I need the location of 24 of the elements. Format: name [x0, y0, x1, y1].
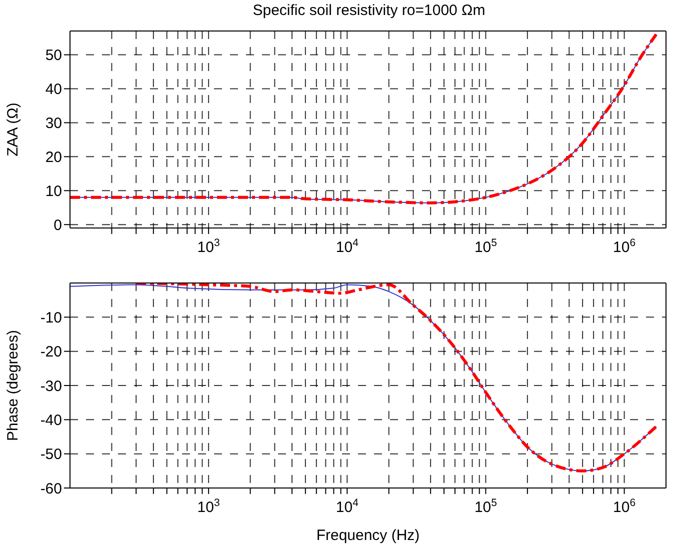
y-tick-label: 50: [45, 47, 62, 64]
x-tick-label: 10$^{4}$: [336, 237, 359, 256]
y-axis-title: ZAA (Ω): [4, 102, 22, 156]
y-axis-title: Phase (degrees): [4, 330, 22, 441]
y-tick-label: -50: [40, 446, 62, 464]
x-tick-label: 10$^{4}$: [336, 497, 359, 516]
x-tick-label: 10$^{6}$: [613, 497, 636, 516]
chart-title: Specific soil resistivity ro=1000 Ωm: [252, 2, 486, 19]
y-tick-label: 40: [45, 81, 62, 98]
x-tick-label: 10$^{5}$: [474, 497, 498, 516]
y-tick-label: -60: [40, 480, 62, 498]
y-tick-label: 30: [45, 115, 62, 132]
x-tick-label: 10$^{3}$: [197, 237, 220, 256]
y-tick-label: -40: [40, 412, 62, 429]
x-tick-label: 10$^{3}$: [197, 497, 220, 516]
x-axis-title: Frequency (Hz): [316, 527, 420, 544]
y-tick-label: 0: [54, 216, 62, 234]
y-tick-label: -10: [40, 309, 62, 326]
y-tick-label: -30: [40, 378, 62, 395]
x-tick-label: 10$^{6}$: [613, 237, 636, 256]
y-tick-label: 10: [45, 182, 62, 200]
y-tick-label: 20: [45, 148, 62, 166]
y-tick-label: -20: [40, 344, 62, 361]
x-tick-label: 10$^{5}$: [474, 237, 498, 256]
